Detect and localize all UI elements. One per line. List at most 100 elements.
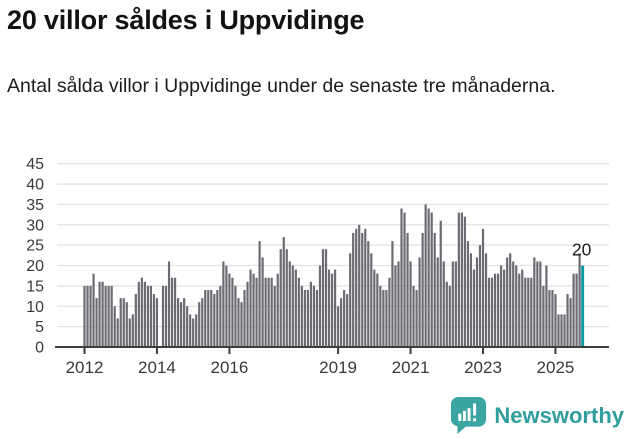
bar [451,261,454,347]
bar [116,318,119,347]
bar [318,265,322,347]
bar [315,289,319,347]
bar [472,269,476,347]
bar [563,314,566,347]
bar [279,249,282,347]
bar [394,265,397,347]
bar [557,314,560,347]
bar [125,302,128,347]
bar [415,289,418,347]
svg-text:2012: 2012 [66,358,104,377]
bar [176,298,180,347]
bar [173,277,177,347]
bar [119,298,122,347]
bar [355,228,358,347]
bar [92,273,95,347]
chart-subtitle: Antal sålda villor i Uppvidinge under de… [7,75,556,97]
bar [83,285,86,347]
bar [418,257,421,347]
bar [285,249,288,347]
bar [560,314,563,347]
bar [478,245,482,347]
bar [98,281,101,347]
bar [551,289,554,347]
bar [430,212,433,347]
bar [343,289,346,347]
bar [493,273,497,347]
bar [376,273,379,347]
bar [324,249,328,347]
bar [421,232,424,347]
bar [276,273,279,347]
bar [270,277,273,347]
bar [460,212,463,347]
bar [406,232,409,347]
bar [122,298,125,347]
bar [527,277,530,347]
highlight-value-label: 20 [572,240,592,260]
bar [524,277,527,347]
bar [346,294,349,347]
bar [219,285,222,347]
bar [309,281,313,347]
bar [509,253,512,347]
bar [249,269,252,347]
bar [128,318,131,347]
bar [89,285,92,347]
svg-text:15: 15 [26,278,44,295]
svg-text:45: 45 [26,156,44,173]
bar [300,285,303,347]
svg-text:20: 20 [26,258,44,275]
svg-text:35: 35 [26,197,44,214]
bar [255,277,258,347]
bar [282,237,285,347]
svg-text:2016: 2016 [210,358,248,377]
bar [533,257,536,347]
svg-text:40: 40 [26,177,44,194]
bar [554,294,557,347]
bar [152,294,156,347]
bar [439,220,442,347]
bar [521,269,524,347]
bar [388,277,391,347]
bar [237,298,240,347]
bar [352,232,355,347]
bar [548,289,551,347]
bar [400,208,403,347]
bar [403,212,406,347]
bar [267,277,270,347]
bar [291,265,294,347]
bar [397,261,400,347]
bar [506,257,509,347]
bar [161,285,165,347]
bar [143,281,146,347]
bar [294,269,297,347]
bar [469,253,473,347]
bar [391,241,394,347]
page-title: 20 villor såldes i Uppvidinge [7,5,365,35]
bar [321,249,325,347]
bar [195,314,198,347]
bar [201,298,204,347]
bar [107,285,110,347]
svg-text:2014: 2014 [138,358,176,377]
bar [155,298,159,347]
bar [518,273,521,347]
bar [222,261,225,347]
svg-text:30: 30 [26,217,44,234]
bar [336,306,340,347]
bar [409,261,412,347]
bar [167,261,171,347]
bar [373,269,376,347]
svg-text:25: 25 [26,238,44,255]
bar [448,285,451,347]
bar [385,289,388,347]
bar [183,298,186,347]
bar [210,289,213,347]
svg-text:2025: 2025 [537,358,575,377]
bar [140,277,143,347]
bar [349,253,352,347]
bar [566,294,569,347]
bar [475,257,479,347]
bar [433,232,436,347]
